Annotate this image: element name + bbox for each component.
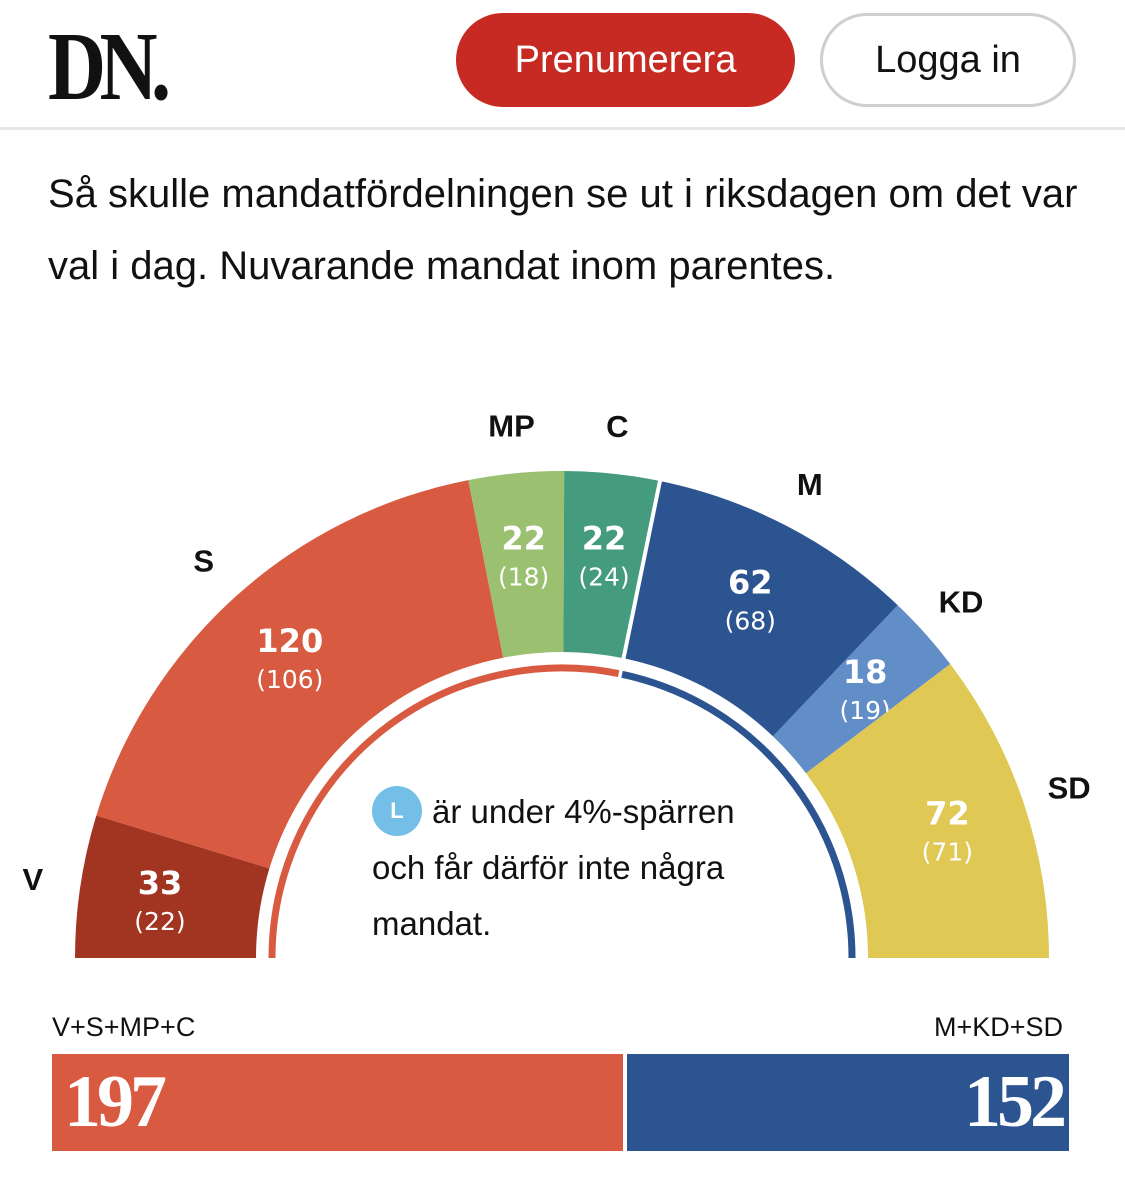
login-button[interactable]: Logga in	[820, 13, 1076, 107]
bloc-arc-left	[268, 664, 620, 959]
party-label-m: M	[797, 467, 823, 502]
current-seats-v: (22)	[134, 907, 185, 936]
subscribe-button[interactable]: Prenumerera	[456, 13, 795, 107]
seat-segment-mp	[468, 471, 565, 658]
seat-value-kd: 18	[843, 653, 888, 691]
seat-value-mp: 22	[501, 519, 546, 557]
party-label-v: V	[23, 862, 44, 897]
seat-value-v: 33	[138, 864, 183, 902]
current-seats-m: (68)	[725, 607, 776, 636]
seat-segment-s	[96, 480, 504, 869]
bloc-right-bar: 152	[627, 1054, 1069, 1151]
seat-segment-m	[623, 480, 898, 737]
current-seats-s: (106)	[256, 665, 323, 694]
site-header: DN. Prenumerera Logga in	[0, 0, 1125, 130]
bloc-right-label: M+KD+SD	[933, 1012, 1063, 1042]
party-label-sd: SD	[1048, 771, 1091, 806]
seat-segment-sd	[805, 664, 1049, 958]
seat-segment-v	[75, 815, 270, 958]
bloc-left-bar: 197	[52, 1054, 623, 1151]
seat-value-s: 120	[256, 622, 323, 660]
party-label-s: S	[193, 544, 214, 579]
threshold-note-text: är under 4%-spärren och får därför inte …	[372, 793, 735, 942]
bloc-divider	[621, 478, 663, 661]
seat-value-m: 62	[728, 564, 773, 602]
party-l-badge: L	[372, 786, 422, 837]
bloc-left-label: V+S+MP+C	[52, 1012, 196, 1042]
chart-description: Så skulle mandatfördelningen se ut i rik…	[48, 172, 1078, 288]
seat-value-c: 22	[582, 520, 627, 558]
bloc-arc-right	[621, 670, 856, 959]
bloc-left-seats: 197	[64, 1061, 167, 1143]
bloc-right-seats: 152	[964, 1061, 1067, 1143]
party-label-kd: KD	[939, 585, 984, 620]
dn-logo[interactable]: DN.	[48, 13, 171, 121]
current-seats-sd: (71)	[922, 838, 973, 867]
party-label-c: C	[606, 409, 628, 444]
current-seats-mp: (18)	[498, 562, 549, 591]
seat-segment-c	[563, 471, 660, 659]
seat-value-sd: 72	[925, 795, 970, 833]
current-seats-c: (24)	[578, 563, 629, 592]
party-label-mp: MP	[488, 408, 535, 443]
seat-segment-kd	[772, 605, 951, 774]
